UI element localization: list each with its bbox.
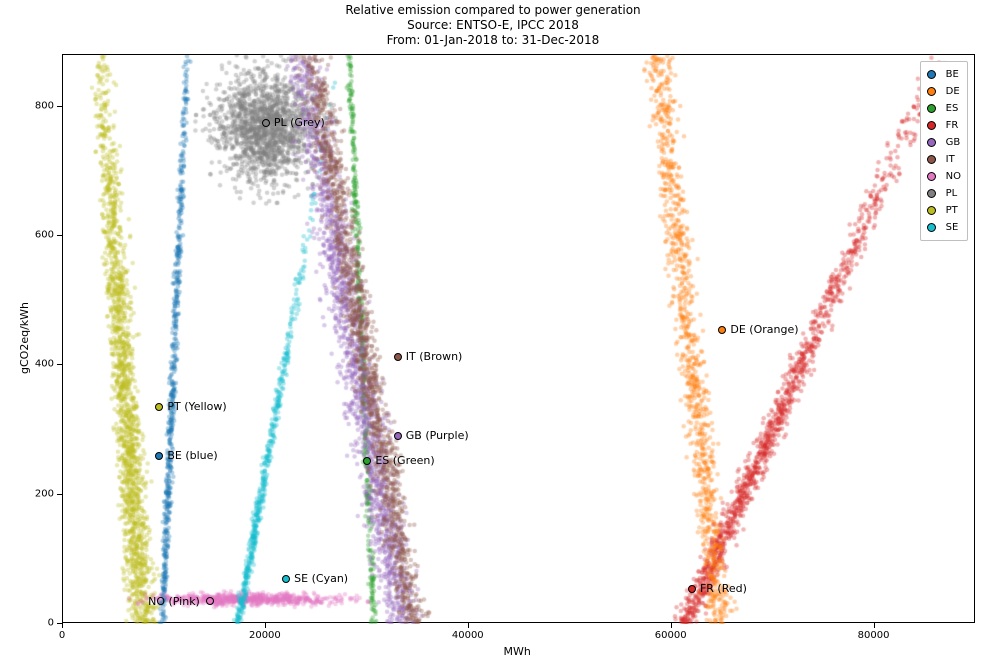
y-tick-label: 0 bbox=[32, 618, 54, 629]
annotation-marker-de bbox=[718, 326, 726, 334]
annotation-label-de: DE (Orange) bbox=[730, 323, 798, 336]
y-tick-mark bbox=[57, 106, 62, 107]
legend-item-pl: PL bbox=[927, 185, 961, 202]
legend-item-no: NO bbox=[927, 168, 961, 185]
title-line-3: From: 01-Jan-2018 to: 31-Dec-2018 bbox=[0, 33, 986, 48]
annotation-marker-gb bbox=[394, 432, 402, 440]
legend-item-se: SE bbox=[927, 219, 961, 236]
scatter-canvas bbox=[63, 55, 976, 624]
legend-marker-es bbox=[927, 104, 936, 113]
chart-title: Relative emission compared to power gene… bbox=[0, 3, 986, 48]
y-tick-label: 200 bbox=[32, 488, 54, 499]
plot-area: PT (Yellow) NO (Pink) BE (blue) SE (Cyan) ES… bbox=[62, 54, 975, 623]
y-tick-mark bbox=[57, 364, 62, 365]
legend-item-es: ES bbox=[927, 100, 961, 117]
legend-label-de: DE bbox=[946, 86, 960, 97]
y-tick-label: 600 bbox=[32, 230, 54, 241]
x-tick-label: 40000 bbox=[452, 630, 484, 641]
legend-label-fr: FR bbox=[946, 120, 959, 131]
legend-marker-pt bbox=[927, 206, 936, 215]
title-line-1: Relative emission compared to power gene… bbox=[0, 3, 986, 18]
x-tick-label: 20000 bbox=[249, 630, 281, 641]
legend-label-it: IT bbox=[946, 154, 955, 165]
annotation-marker-fr bbox=[688, 585, 696, 593]
legend-marker-no bbox=[927, 172, 936, 181]
x-tick-label: 80000 bbox=[858, 630, 890, 641]
legend-label-gb: GB bbox=[946, 137, 961, 148]
annotation-label-no: NO (Pink) bbox=[148, 595, 200, 608]
legend-item-be: BE bbox=[927, 66, 961, 83]
x-tick-mark bbox=[265, 623, 266, 628]
annotation-marker-es bbox=[363, 457, 371, 465]
annotation-marker-pl bbox=[262, 119, 270, 127]
legend: BE DE ES FR GB IT NO PL PT SE bbox=[920, 61, 968, 241]
x-tick-mark bbox=[874, 623, 875, 628]
x-tick-label: 0 bbox=[59, 630, 65, 641]
annotation-marker-be bbox=[155, 452, 163, 460]
legend-item-it: IT bbox=[927, 151, 961, 168]
legend-marker-pl bbox=[927, 189, 936, 198]
legend-marker-gb bbox=[927, 138, 936, 147]
legend-label-be: BE bbox=[946, 69, 959, 80]
legend-marker-se bbox=[927, 223, 936, 232]
annotation-marker-no bbox=[206, 597, 214, 605]
legend-marker-it bbox=[927, 155, 936, 164]
y-axis-label: gCO2eq/kWh bbox=[18, 302, 31, 374]
legend-marker-de bbox=[927, 87, 936, 96]
y-tick-mark bbox=[57, 494, 62, 495]
annotation-marker-it bbox=[394, 353, 402, 361]
legend-item-fr: FR bbox=[927, 117, 961, 134]
annotation-label-gb: GB (Purple) bbox=[406, 429, 469, 442]
legend-item-de: DE bbox=[927, 83, 961, 100]
annotation-label-es: ES (Green) bbox=[375, 454, 434, 467]
annotation-label-pt: PT (Yellow) bbox=[167, 400, 226, 413]
legend-item-gb: GB bbox=[927, 134, 961, 151]
legend-marker-be bbox=[927, 70, 936, 79]
legend-label-pt: PT bbox=[946, 205, 958, 216]
annotation-marker-pt bbox=[155, 403, 163, 411]
annotation-label-pl: PL (Grey) bbox=[274, 116, 325, 129]
annotation-label-be: BE (blue) bbox=[167, 449, 217, 462]
legend-label-no: NO bbox=[946, 171, 961, 182]
chart-container: Relative emission compared to power gene… bbox=[0, 0, 986, 658]
annotation-label-se: SE (Cyan) bbox=[294, 572, 348, 585]
title-line-2: Source: ENTSO-E, IPCC 2018 bbox=[0, 18, 986, 33]
legend-label-se: SE bbox=[946, 222, 959, 233]
legend-label-es: ES bbox=[946, 103, 959, 114]
annotation-label-it: IT (Brown) bbox=[406, 350, 463, 363]
x-tick-mark bbox=[468, 623, 469, 628]
annotation-marker-se bbox=[282, 575, 290, 583]
x-tick-label: 60000 bbox=[655, 630, 687, 641]
y-tick-label: 400 bbox=[32, 359, 54, 370]
legend-item-pt: PT bbox=[927, 202, 961, 219]
legend-label-pl: PL bbox=[946, 188, 958, 199]
x-tick-mark bbox=[671, 623, 672, 628]
y-tick-mark bbox=[57, 623, 62, 624]
y-tick-label: 800 bbox=[32, 100, 54, 111]
x-axis-label: MWh bbox=[504, 645, 531, 658]
x-tick-mark bbox=[62, 623, 63, 628]
annotation-label-fr: FR (Red) bbox=[700, 582, 747, 595]
y-tick-mark bbox=[57, 235, 62, 236]
legend-marker-fr bbox=[927, 121, 936, 130]
